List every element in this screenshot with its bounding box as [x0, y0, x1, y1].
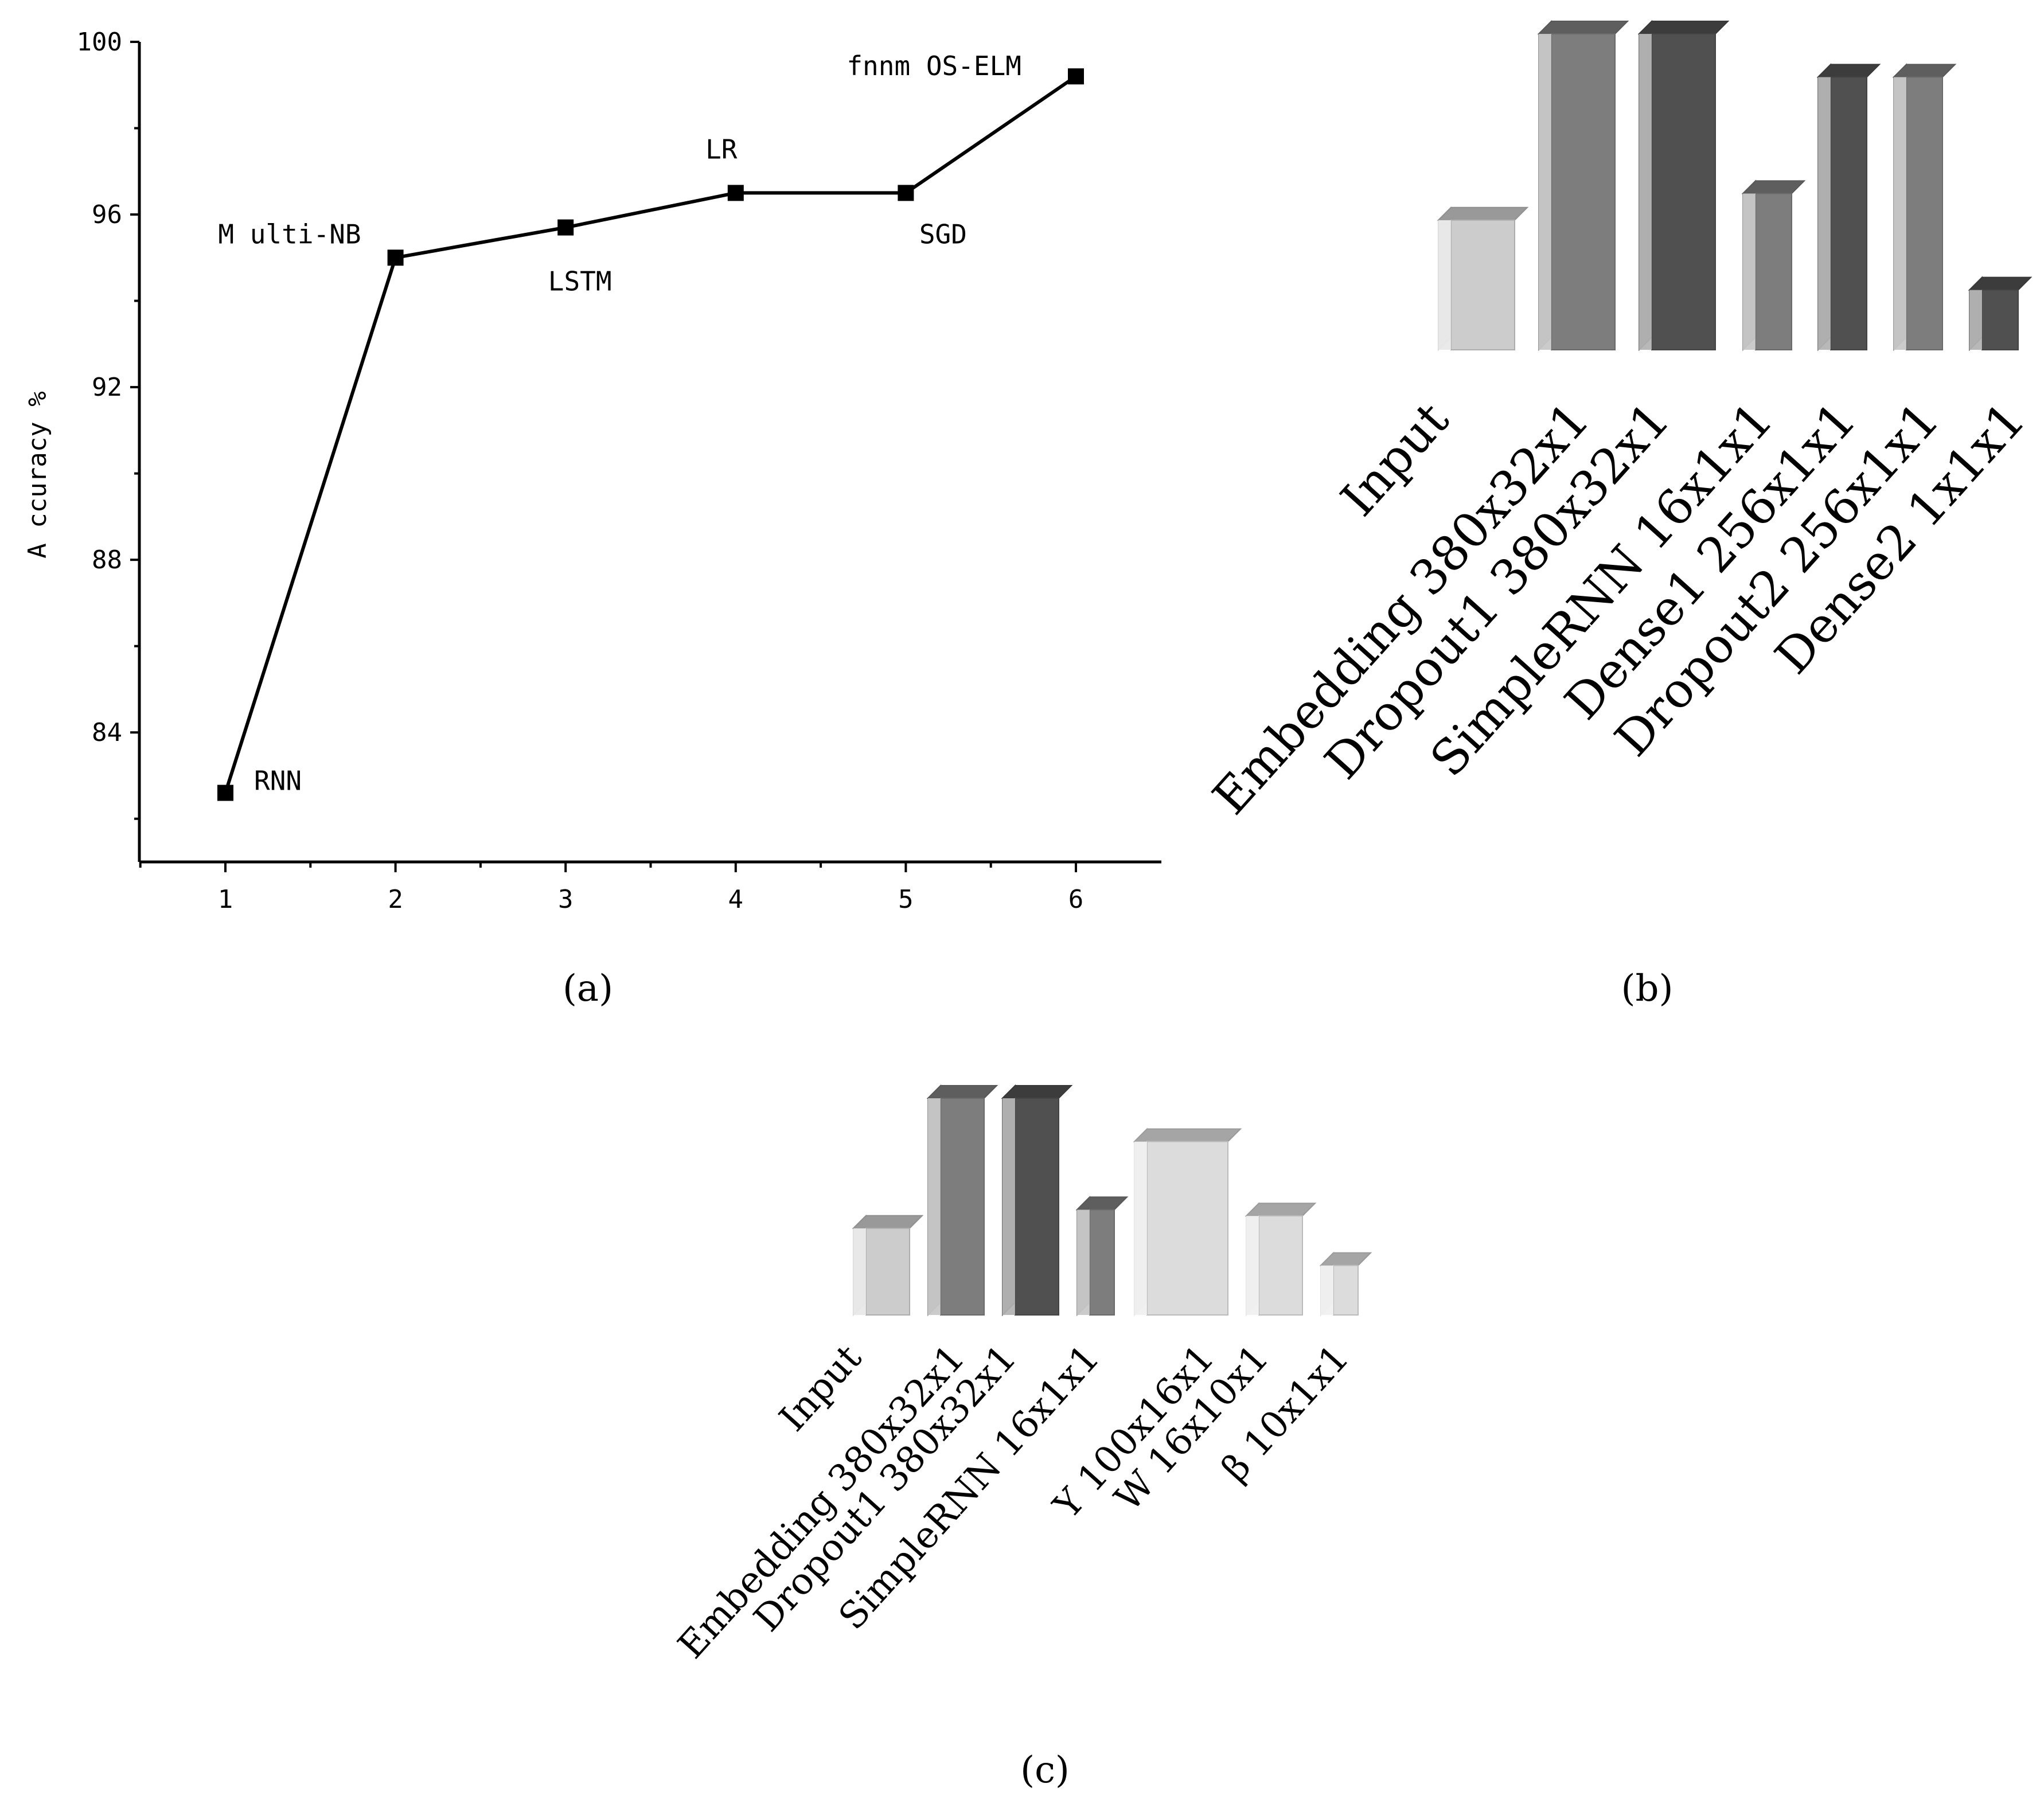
bar-front-face [1450, 219, 1515, 350]
data-point-marker [387, 249, 404, 266]
caption-b: (b) [1621, 967, 1674, 1010]
point-label: LR [705, 134, 738, 165]
series-line-path [224, 75, 1077, 794]
bar-front-face [1755, 193, 1792, 350]
bar [1537, 19, 1629, 352]
bar [1968, 276, 2033, 352]
category-label: Input [1330, 392, 1460, 527]
x-tick-label: 3 [558, 885, 574, 914]
bar-front-face [1258, 1215, 1303, 1316]
data-point-marker [557, 219, 574, 236]
bar [1637, 19, 1730, 352]
bar-edge [1077, 1209, 1090, 1315]
bar-edge [1894, 77, 1906, 350]
bar-edge [1818, 77, 1831, 350]
bar-front-face [1830, 76, 1867, 350]
x-tick-label: 1 [218, 885, 233, 914]
bars [852, 1084, 1372, 1317]
bar [1892, 63, 1957, 352]
data-points [217, 68, 1084, 801]
bar-top-face [1075, 1196, 1129, 1211]
series-line [224, 75, 1077, 794]
y-axis-label: A ccuracy % [23, 391, 52, 558]
bar-edge [1969, 290, 1982, 350]
bar [1075, 1195, 1129, 1317]
bar [1245, 1201, 1317, 1317]
bar-top-face [1001, 1085, 1073, 1099]
data-point-marker [217, 785, 233, 801]
y-tick-label: 96 [92, 200, 122, 229]
x-tick-label: 6 [1068, 885, 1084, 914]
bar [1437, 206, 1529, 352]
bar-edge [1321, 1265, 1333, 1315]
data-point-marker [898, 185, 914, 201]
bar-edge [853, 1228, 866, 1315]
bar-front-face [940, 1098, 985, 1316]
point-labels: RNN M ulti-NB LSTM LR SGD fnnm OS-ELM [218, 50, 1021, 796]
bar [852, 1214, 924, 1317]
axes: 84 88 92 96 100 1 2 3 4 5 6 [77, 28, 1161, 914]
bar-edge [1539, 34, 1551, 350]
bar-top-face [1319, 1252, 1372, 1266]
data-point-marker [727, 185, 744, 201]
y-tick-label: 92 [92, 373, 122, 402]
bar-edge [928, 1098, 941, 1315]
y-tick-label: 88 [92, 545, 122, 575]
bar-top-face [1637, 21, 1730, 34]
bar-edge [1639, 34, 1652, 350]
bar-edge [1743, 193, 1756, 350]
bar-top-face [1245, 1203, 1317, 1217]
caption-a: (a) [563, 967, 613, 1010]
x-tick-label: 5 [898, 885, 914, 914]
caption-c: (c) [1020, 1749, 1070, 1792]
bar-front-face [1651, 33, 1716, 350]
bar-top-face [1437, 206, 1529, 221]
bar-edge [1438, 220, 1451, 350]
category-label: Input [771, 1337, 870, 1439]
bar-top-face [926, 1085, 998, 1099]
bar [926, 1084, 998, 1317]
bar-front-face [1089, 1209, 1115, 1316]
bar-front-face [1146, 1141, 1228, 1316]
bar-top-face [852, 1215, 924, 1229]
bar-front-face [1906, 76, 1943, 350]
bar [1741, 179, 1806, 352]
point-label: fnnm OS-ELM [847, 50, 1021, 81]
bar [1133, 1127, 1242, 1317]
point-label: SGD [919, 218, 967, 249]
bar-top-face [1537, 21, 1629, 34]
bar-front-face [1981, 289, 2019, 351]
bar-edge [1134, 1141, 1147, 1315]
bar-top-face [1816, 64, 1881, 78]
point-label: RNN [254, 766, 302, 797]
x-tick-label: 4 [728, 885, 744, 914]
x-tick-label: 2 [388, 885, 403, 914]
point-label: M ulti-NB [218, 218, 361, 249]
bars [1437, 19, 2033, 352]
y-tick-label: 100 [77, 28, 122, 57]
panel-a-line-chart: 84 88 92 96 100 1 2 3 4 5 6 RNN M ulti-NB LSTM LR SGD f… [23, 28, 1161, 1010]
data-point-marker [1068, 68, 1084, 85]
point-label: LSTM [548, 266, 612, 297]
bar-edge [1246, 1216, 1259, 1315]
bar-front-face [1333, 1264, 1359, 1316]
bar-front-face [865, 1227, 910, 1316]
bar-top-face [1968, 276, 2033, 291]
bar [1816, 63, 1881, 352]
bar-top-face [1133, 1128, 1242, 1142]
bar-top-face [1892, 64, 1957, 78]
y-tick-label: 84 [92, 718, 122, 747]
bar-front-face [1015, 1098, 1059, 1316]
bar [1319, 1251, 1372, 1317]
bar-front-face [1551, 33, 1616, 350]
bar-edge [1003, 1098, 1015, 1315]
bar-top-face [1741, 180, 1806, 194]
bar [1001, 1084, 1073, 1317]
